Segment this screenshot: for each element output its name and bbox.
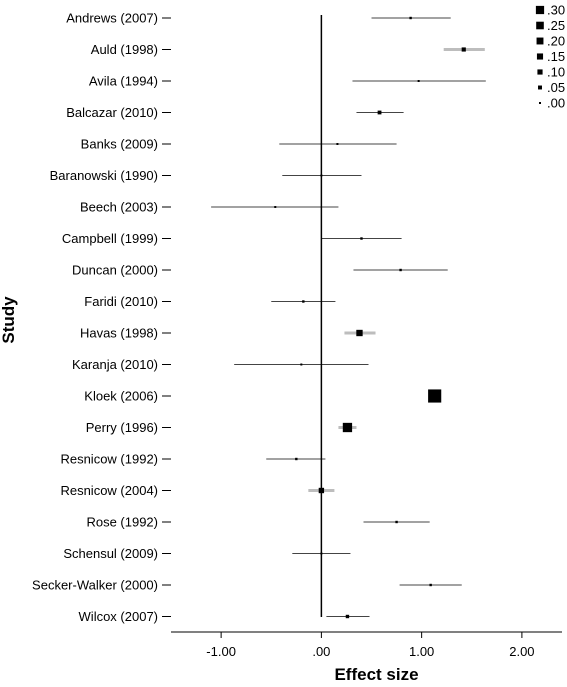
x-tick-label: 1.00: [409, 644, 434, 659]
effect-marker: [399, 268, 402, 272]
study-label: Balcazar (2010): [66, 105, 158, 120]
weight-legend: .30.25.20.15.10.05.00: [535, 3, 565, 111]
x-tick-label: .00: [312, 644, 330, 659]
study-label: Baranowski (1990): [50, 168, 158, 183]
study-row: Andrews (2007): [66, 11, 451, 26]
study-label: Havas (1998): [80, 326, 158, 341]
x-axis-ticks: -1.00 .00 1.00 2.00: [206, 632, 535, 659]
effect-marker: [395, 520, 398, 524]
effect-marker: [409, 16, 412, 20]
study-row: Secker-Walker (2000): [32, 578, 462, 593]
study-label: Resnicow (1992): [60, 452, 158, 467]
study-row: Havas (1998): [80, 326, 376, 341]
study-row: Resnicow (2004): [60, 483, 335, 498]
legend-marker: [539, 102, 541, 104]
legend-label: .20: [547, 34, 565, 49]
effect-marker: [345, 614, 350, 619]
legend-marker: [535, 5, 545, 15]
study-row: Resnicow (1992): [60, 452, 326, 467]
effect-marker: [428, 389, 442, 403]
study-label: Banks (2009): [81, 137, 158, 152]
effect-marker: [360, 237, 363, 240]
legend-marker: [536, 37, 544, 45]
legend-label: .05: [547, 80, 565, 95]
study-label: Schensul (2009): [63, 546, 158, 561]
legend-label: .30: [547, 3, 565, 18]
study-label: Andrews (2007): [66, 11, 158, 26]
legend-label: .00: [547, 96, 565, 111]
study-label: Perry (1996): [86, 420, 158, 435]
study-row: Duncan (2000): [72, 263, 448, 278]
study-row: Wilcox (2007): [79, 609, 370, 624]
x-axis-title: Effect size: [334, 665, 418, 684]
study-row: Auld (1998): [91, 42, 485, 57]
study-label: Auld (1998): [91, 42, 158, 57]
study-row: Karanja (2010): [72, 357, 369, 372]
effect-marker: [300, 363, 303, 366]
legend-label: .10: [547, 65, 565, 80]
legend-marker: [536, 21, 544, 30]
study-label: Duncan (2000): [72, 263, 158, 278]
legend-label: .25: [547, 18, 565, 33]
study-row: Balcazar (2010): [66, 105, 404, 120]
study-row: Schensul (2009): [63, 546, 351, 561]
x-tick-label: 2.00: [509, 644, 534, 659]
effect-marker: [356, 329, 363, 337]
effect-marker: [336, 143, 339, 145]
legend-label: .15: [547, 49, 565, 64]
y-axis-title: Study: [0, 296, 18, 344]
effect-marker: [342, 422, 353, 433]
study-label: Karanja (2010): [72, 357, 158, 372]
study-label: Faridi (2010): [84, 294, 158, 309]
legend-marker: [536, 53, 544, 60]
effect-marker: [302, 300, 305, 303]
effect-marker: [429, 583, 432, 587]
study-label: Avila (1994): [89, 74, 158, 89]
study-row: Banks (2009): [81, 137, 397, 152]
study-row: Faridi (2010): [84, 294, 336, 309]
study-row: Campbell (1999): [62, 231, 402, 246]
effect-marker: [417, 80, 420, 82]
study-label: Kloek (2006): [84, 389, 158, 404]
legend-marker: [537, 69, 543, 75]
x-tick-label: -1.00: [206, 644, 236, 659]
study-row: Rose (1992): [86, 515, 430, 530]
study-row: Kloek (2006): [84, 389, 442, 404]
study-row: Beech (2003): [80, 200, 339, 215]
study-label: Rose (1992): [86, 515, 158, 530]
effect-marker: [274, 206, 277, 208]
effect-marker: [377, 110, 382, 115]
effect-marker: [461, 47, 466, 52]
study-label: Secker-Walker (2000): [32, 578, 158, 593]
study-label: Resnicow (2004): [60, 483, 158, 498]
study-row: Avila (1994): [89, 74, 486, 89]
study-row: Perry (1996): [86, 420, 357, 435]
study-label: Wilcox (2007): [79, 609, 158, 624]
study-label: Campbell (1999): [62, 231, 158, 246]
effect-marker: [295, 457, 298, 461]
legend-marker: [538, 85, 542, 90]
study-row: Baranowski (1990): [50, 168, 362, 183]
study-rows: Andrews (2007) Auld (1998) Avila (1994) Bal…: [32, 11, 486, 624]
study-label: Beech (2003): [80, 200, 158, 215]
